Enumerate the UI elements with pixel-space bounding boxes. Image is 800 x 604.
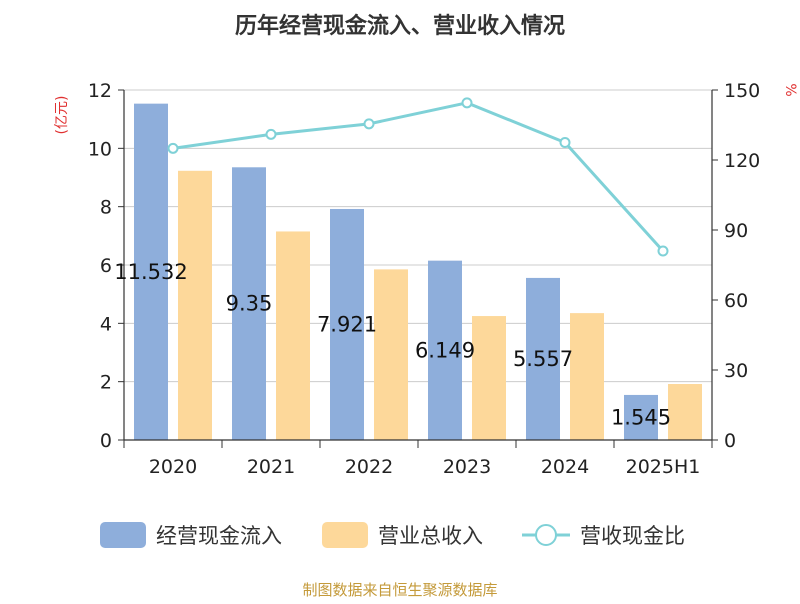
ratio-line [172, 101, 665, 253]
y-left-tick-label: 8 [100, 197, 112, 219]
x-tick-label: 2021 [247, 456, 295, 478]
data-labels-layer: 11.532 9.35 7.921 6.149 5.557 1.545 [114, 260, 671, 430]
bar-value-label: 9.35 [226, 292, 273, 316]
bar-value-label: 1.545 [611, 405, 671, 429]
chart-title: 历年经营现金流入、营业收入情况 [235, 13, 565, 39]
ratio-point [265, 128, 277, 140]
source-note: 制图数据来自恒生聚源数据库 [302, 581, 497, 599]
ratio-point [559, 137, 571, 148]
x-tick-label: 2025H1 [626, 456, 701, 478]
bar-revenue [668, 384, 702, 440]
bar-revenue [276, 231, 310, 440]
legend-swatch [322, 522, 368, 548]
x-tick-label: 2020 [149, 456, 197, 478]
y-right-tick-label: 90 [724, 220, 748, 242]
y-left-tick-label: 0 [100, 430, 112, 452]
ratio-point [363, 118, 375, 130]
legend-label: 营业总收入 [378, 524, 483, 548]
x-tick-label: 2023 [443, 456, 491, 478]
y-left-tick-label: 2 [100, 372, 112, 394]
bar-cash-inflow [526, 277, 560, 440]
legend-label: 经营现金流入 [156, 524, 282, 548]
bar-cash-inflow [624, 394, 658, 440]
bar-revenue [178, 170, 212, 440]
y-right-tick-label: 30 [724, 360, 748, 382]
y-left-tick-label: 10 [88, 138, 112, 160]
bar-cash-inflow [134, 103, 168, 441]
gridlines [124, 89, 712, 383]
bar-value-label: 6.149 [415, 338, 475, 362]
y-right-tick-label: 0 [724, 430, 736, 452]
legend-swatch [100, 522, 146, 548]
line-series-layer [167, 97, 669, 257]
ratio-point [657, 245, 669, 257]
ratio-point [167, 142, 179, 154]
x-tick-label: 2024 [541, 456, 589, 478]
bar-revenue [472, 316, 506, 440]
y-right-tick-label: 60 [724, 290, 748, 312]
y-left-tick-label: 6 [100, 255, 112, 277]
bar-value-label: 11.532 [114, 260, 187, 284]
legend-label: 营收现金比 [580, 524, 685, 548]
legend-marker [535, 524, 557, 546]
y-right-tick-label: 120 [724, 150, 760, 172]
legend: 经营现金流入 营业总收入 营收现金比 [100, 522, 685, 548]
bar-revenue [374, 269, 408, 440]
y-left-tick-label: 12 [88, 80, 112, 102]
ratio-point [461, 97, 473, 109]
x-tick-label: 2022 [345, 456, 393, 478]
bar-value-label: 7.921 [317, 312, 377, 336]
y-axis-right-label: % [782, 83, 798, 96]
bar-cash-inflow [330, 208, 364, 440]
bar-cash-inflow [232, 167, 266, 440]
y-right-tick-label: 150 [724, 80, 760, 102]
bars-layer [134, 103, 702, 441]
bar-value-label: 5.557 [513, 347, 573, 371]
y-axis-left-label: (亿元) [54, 96, 70, 135]
bar-revenue [570, 313, 604, 440]
bar-cash-inflow [428, 260, 462, 440]
y-left-tick-label: 4 [100, 313, 112, 335]
